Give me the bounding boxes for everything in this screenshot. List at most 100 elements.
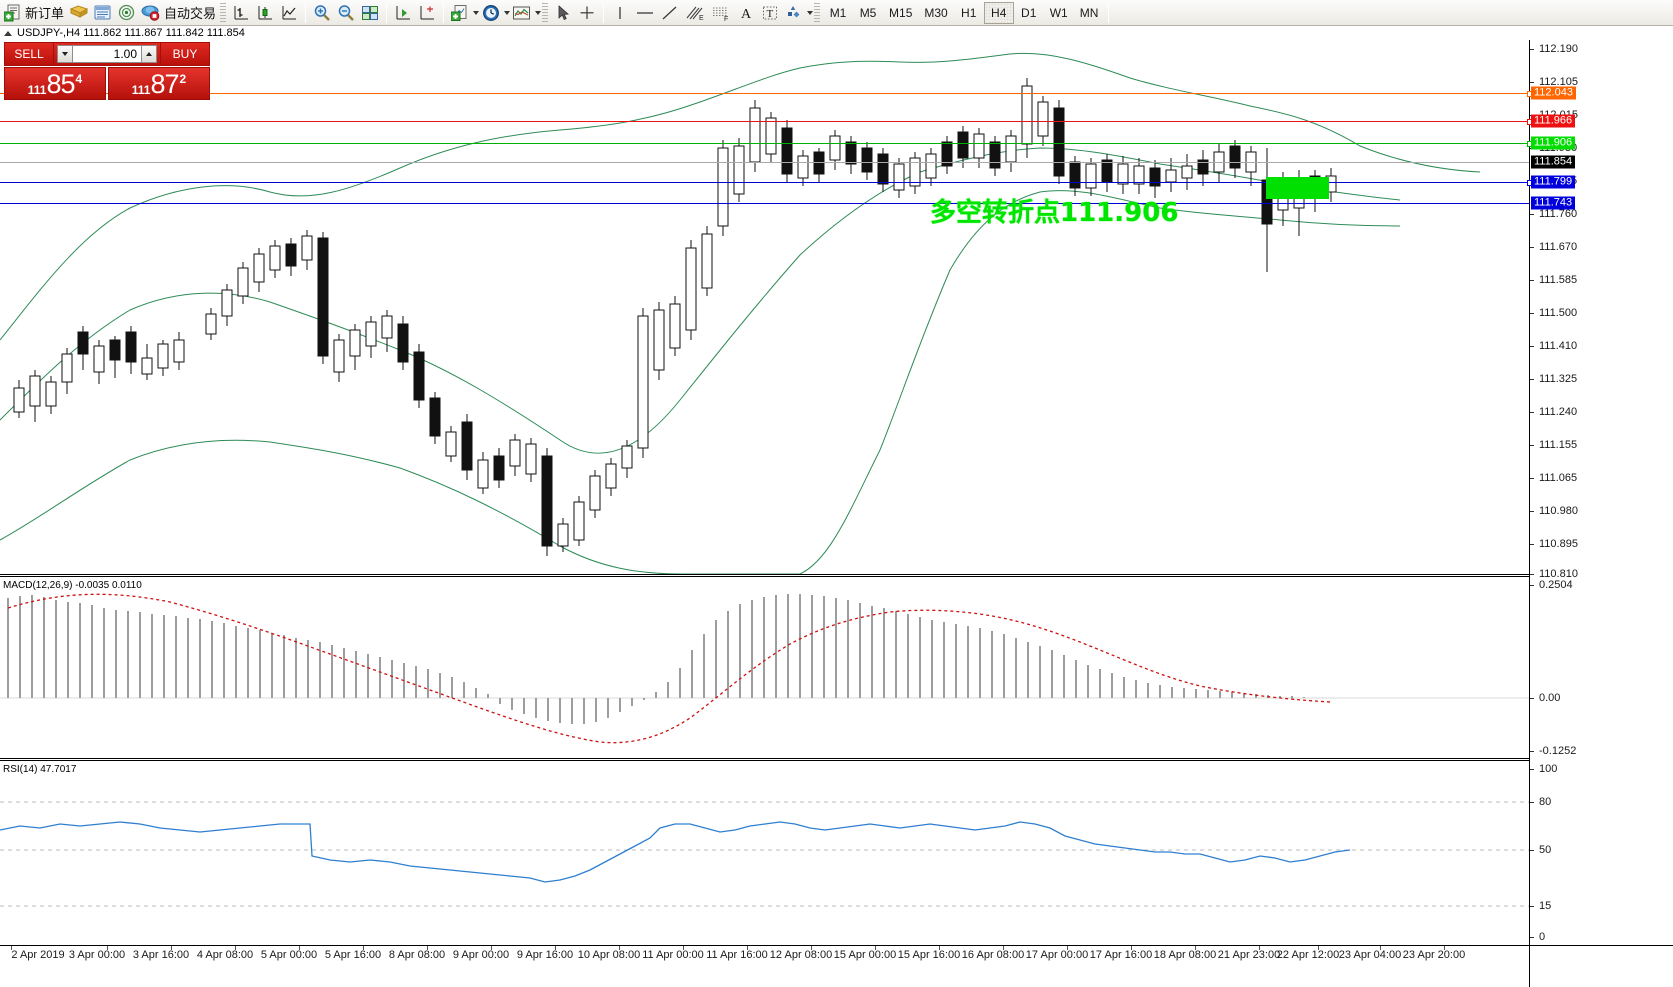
highlight-rectangle[interactable]	[1266, 177, 1329, 199]
navigator-button[interactable]	[115, 1, 139, 25]
periods-button[interactable]	[479, 1, 503, 25]
level-line-111966[interactable]	[0, 119, 1533, 125]
toolbar-separator	[305, 2, 307, 23]
expert-advisors-button[interactable]	[67, 1, 91, 25]
line-chart-button[interactable]	[277, 1, 301, 25]
macd-pane[interactable]: MACD(12,26,9) -0.0035 0.0110	[0, 578, 1529, 758]
rsi-label: RSI(14) 47.7017	[3, 764, 77, 775]
market-watch-button[interactable]	[91, 1, 115, 25]
rsi-pane[interactable]: RSI(14) 47.7017	[0, 762, 1529, 945]
timeframe-w1[interactable]: W1	[1049, 5, 1068, 20]
horizontal-line-button[interactable]	[632, 1, 658, 25]
macd-label: MACD(12,26,9) -0.0035 0.0110	[3, 580, 142, 591]
chevron-down-icon[interactable]	[807, 10, 814, 15]
pane-separator-macd[interactable]	[0, 574, 1529, 577]
candlestick-icon	[258, 5, 273, 19]
chart-symbol-bar: USDJPY-,H4 111.862 111.867 111.842 111.8…	[0, 26, 1673, 40]
time-axis[interactable]: 2 Apr 2019 3 Apr 00:00 3 Apr 16:00 4 Apr…	[0, 945, 1529, 987]
indicators-button[interactable]	[448, 1, 472, 25]
templates-button[interactable]	[510, 1, 534, 25]
level-line-111743[interactable]	[0, 203, 1529, 204]
time-label: 11 Apr 00:00	[642, 949, 704, 961]
level-line-111906[interactable]	[0, 141, 1533, 147]
cursor-button[interactable]	[551, 1, 575, 25]
time-label: 17 Apr 00:00	[1025, 949, 1089, 961]
price-tag-support-2[interactable]: 111.743	[1531, 196, 1576, 210]
sell-button[interactable]: SELL	[4, 42, 54, 66]
volume-stepper[interactable]: 1.00	[54, 42, 160, 66]
folder-icon	[69, 4, 89, 18]
chevron-down-icon[interactable]	[473, 10, 480, 15]
price-tag-resistance[interactable]: 111.966	[1531, 114, 1576, 128]
new-order-button[interactable]: 新订单	[2, 1, 67, 25]
toolbar-grip[interactable]	[542, 2, 549, 23]
chevron-down-icon[interactable]	[535, 10, 542, 15]
time-label: 15 Apr 16:00	[897, 949, 961, 961]
timeframe-mn[interactable]: MN	[1079, 5, 1099, 20]
text-button[interactable]: A	[734, 1, 758, 25]
toolbar-grip[interactable]	[814, 2, 821, 23]
price-tag-take-profit[interactable]: 112.043	[1531, 86, 1576, 100]
buy-price-display[interactable]: 111 87 2	[108, 67, 210, 100]
timeframe-h1[interactable]: H1	[961, 5, 977, 20]
shapes-button[interactable]	[782, 1, 806, 25]
time-label: 5 Apr 00:00	[260, 949, 318, 961]
svg-text:E: E	[699, 15, 704, 22]
zoom-in-button[interactable]	[310, 1, 334, 25]
rsi-tick: 100	[1530, 763, 1557, 775]
time-label: 9 Apr 16:00	[516, 949, 574, 961]
chevron-down-icon[interactable]	[504, 10, 511, 15]
chart-shift-icon	[420, 5, 435, 19]
volume-increase-button[interactable]	[141, 45, 157, 63]
one-click-trading-panel[interactable]: SELL 1.00 BUY 111 85 4 111 87 2	[4, 42, 210, 100]
symbol-ohlc-text: USDJPY-,H4 111.862 111.867 111.842 111.8…	[17, 27, 245, 39]
tile-windows-button[interactable]	[358, 1, 382, 25]
sell-price-integer: 111	[27, 83, 47, 97]
crosshair-button[interactable]	[575, 1, 599, 25]
timeframe-d1[interactable]: D1	[1021, 5, 1037, 20]
buy-button[interactable]: BUY	[160, 42, 210, 66]
macd-chart-svg	[0, 593, 1529, 744]
candlestick-chart-button[interactable]	[253, 1, 277, 25]
toolbar-grip[interactable]	[220, 2, 227, 23]
fibonacci-button[interactable]: F	[708, 1, 734, 25]
price-pane[interactable]: 多空转折点111.906	[0, 40, 1533, 574]
time-label: 18 Apr 08:00	[1153, 949, 1217, 961]
timeframe-m1[interactable]: M1	[829, 5, 847, 20]
line-chart-icon	[282, 5, 297, 19]
chart-shift-button[interactable]	[415, 1, 439, 25]
chart-annotation-label[interactable]: 多空转折点111.906	[930, 198, 1179, 228]
zoom-out-button[interactable]	[334, 1, 358, 25]
bar-chart-icon	[234, 5, 249, 19]
trendline-icon	[662, 6, 677, 19]
pane-separator-rsi[interactable]	[0, 758, 1529, 761]
bar-chart-button[interactable]	[229, 1, 253, 25]
trendline-button[interactable]	[658, 1, 682, 25]
timeframe-m30[interactable]: M30	[924, 5, 948, 20]
label-button[interactable]: T	[758, 1, 782, 25]
time-label: 11 Apr 16:00	[706, 949, 768, 961]
timeframe-m5[interactable]: M5	[859, 5, 877, 20]
auto-scroll-button[interactable]	[391, 1, 415, 25]
svg-text:F: F	[724, 16, 728, 22]
autotrading-button[interactable]: 自动交易	[139, 1, 219, 25]
toolbar-separator	[1108, 2, 1110, 23]
time-label: 8 Apr 08:00	[388, 949, 446, 961]
sell-price-display[interactable]: 111 85 4	[4, 67, 106, 100]
volume-decrease-button[interactable]	[57, 45, 73, 63]
auto-scroll-icon	[396, 5, 411, 19]
price-tag-pivot[interactable]: 111.906	[1531, 136, 1576, 150]
price-tick: 111.760	[1530, 208, 1577, 220]
chart-area[interactable]: 多空转折点111.906 MACD(12,26,9) -0.0035 0.011…	[0, 40, 1673, 987]
collapse-triangle-icon[interactable]	[4, 30, 12, 36]
timeframe-m15[interactable]: M15	[889, 5, 913, 20]
vertical-line-button[interactable]	[608, 1, 632, 25]
toolbar-separator	[443, 2, 445, 23]
volume-input[interactable]: 1.00	[73, 45, 141, 63]
equidistant-channel-button[interactable]: E	[682, 1, 708, 25]
crosshair-icon	[580, 6, 594, 19]
level-line-112043[interactable]	[0, 91, 1533, 97]
timeframe-h4[interactable]: H4	[983, 1, 1014, 24]
price-tag-support-1[interactable]: 111.799	[1531, 175, 1576, 189]
price-scale[interactable]: 112.190 112.105 112.015 111.930 111.845 …	[1529, 40, 1673, 947]
